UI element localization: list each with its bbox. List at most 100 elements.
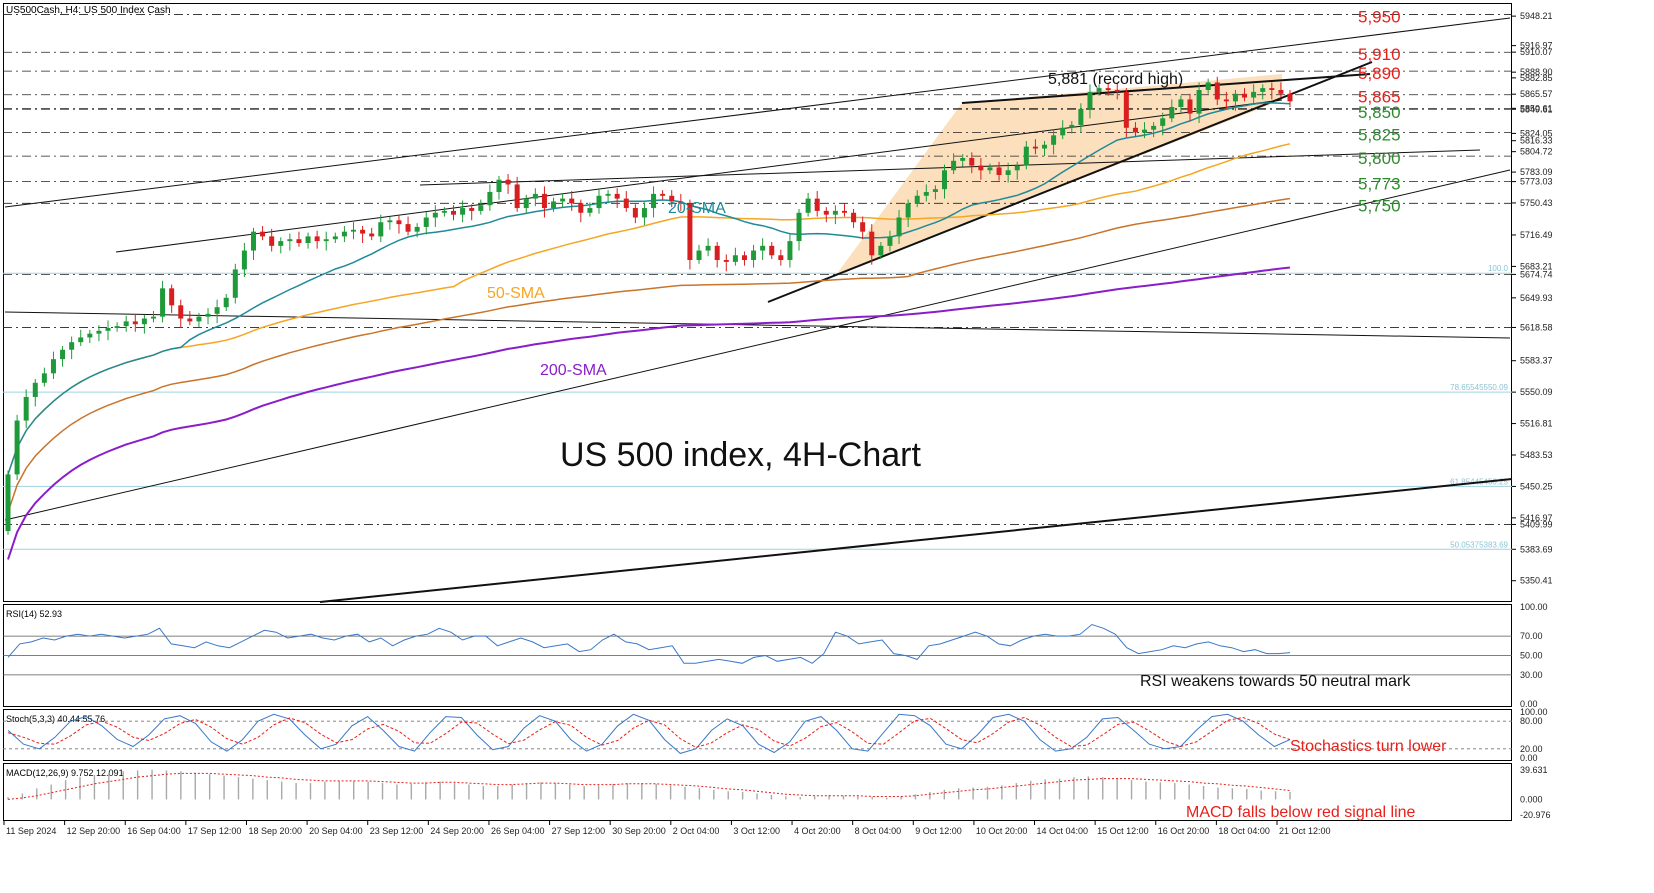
y-tick-label: 5550.09 <box>1520 387 1553 397</box>
candle-body <box>687 203 693 260</box>
long-term-support-line <box>319 478 1513 603</box>
candle-body <box>705 245 711 251</box>
candle-body <box>396 220 402 225</box>
y-tick-label: 5910.07 <box>1520 47 1553 57</box>
candle-body <box>914 195 920 204</box>
x-tick-label: 8 Oct 04:00 <box>855 826 902 836</box>
candle <box>941 164 947 199</box>
candle-body <box>514 184 520 209</box>
candle-body <box>769 245 775 256</box>
candle <box>887 230 893 252</box>
candle-body <box>887 236 893 246</box>
x-tick-label: 16 Sep 04:00 <box>127 826 181 836</box>
symbol-label: US500Cash, H4: US 500 Index Cash <box>6 5 171 16</box>
candle-body <box>1251 91 1257 98</box>
candle <box>1169 99 1175 123</box>
rsi-panel: RSI(14) 52.93 100.00 70.00 50.00 30.00 0.00 RS… <box>3 602 1548 709</box>
level-label-5,800: 5,800 <box>1358 149 1401 168</box>
candle-body <box>1042 144 1048 149</box>
candle <box>1078 103 1084 133</box>
candle <box>760 238 766 260</box>
y-tick-label: 5888.90 <box>1520 67 1553 77</box>
candle-body <box>878 245 884 256</box>
candle-body <box>641 208 647 218</box>
x-tick-label: 24 Sep 20:00 <box>430 826 484 836</box>
candle <box>514 176 520 212</box>
candle-body <box>132 321 138 325</box>
macd-title: MACD(12,26,9) 9.752 12.091 <box>6 768 124 778</box>
candle <box>860 216 866 240</box>
candle <box>205 308 211 325</box>
candle-body <box>187 318 193 322</box>
candle <box>1069 121 1075 134</box>
level-label-5,825: 5,825 <box>1358 126 1401 145</box>
candle <box>641 202 647 226</box>
y-tick-label: 5773.03 <box>1520 177 1553 187</box>
candle <box>1005 162 1011 183</box>
candle <box>714 242 720 268</box>
y-tick-label: 5850.61 <box>1520 103 1553 113</box>
y-tick-label: 5649.93 <box>1520 293 1553 303</box>
candle-body <box>260 231 266 237</box>
candle-body <box>1242 93 1248 98</box>
candle <box>569 191 575 211</box>
candle <box>78 329 84 346</box>
level-label-5,850: 5,850 <box>1358 103 1401 122</box>
candle-body <box>1105 88 1111 90</box>
candle <box>14 414 20 481</box>
candle <box>687 199 693 270</box>
candle <box>951 153 957 175</box>
wedge-resistance-line <box>961 73 1371 104</box>
candle <box>651 186 657 218</box>
candle <box>932 185 938 200</box>
candle <box>560 192 566 208</box>
candle-body <box>1278 90 1284 94</box>
candle-body <box>860 222 866 232</box>
candle-body <box>305 236 311 243</box>
candle <box>623 191 629 212</box>
candle-body <box>378 222 384 237</box>
candle <box>605 190 611 204</box>
x-axis: 11 Sep 2024 12 Sep 20:00 16 Sep 04:00 17 Se… <box>3 821 1331 836</box>
sma100-line <box>7 197 1291 513</box>
candle <box>541 186 547 218</box>
candle <box>1214 76 1220 106</box>
candle-body <box>314 236 320 242</box>
macd-tick-label: 39.631 <box>1520 765 1548 775</box>
candle-body <box>178 305 184 319</box>
candle-body <box>423 217 429 227</box>
candle <box>187 311 193 326</box>
macd-tick-label: -20.976 <box>1520 810 1551 820</box>
candle <box>814 191 820 217</box>
candle <box>423 211 429 235</box>
candle <box>387 216 393 230</box>
candle <box>41 367 47 387</box>
candle-body <box>196 316 202 322</box>
level-label-5,950: 5,950 <box>1358 7 1401 26</box>
x-tick-label: 2 Oct 04:00 <box>673 826 720 836</box>
candle-body <box>1287 93 1293 102</box>
descending-line <box>4 311 1511 339</box>
candle <box>1278 82 1284 98</box>
candle-body <box>1142 129 1148 133</box>
candle-body <box>1023 146 1029 166</box>
stoch-tick-label: 20.00 <box>1520 744 1543 754</box>
candle-body <box>223 297 229 308</box>
y-tick-label: 5583.37 <box>1520 356 1553 366</box>
candle-body <box>1196 90 1202 114</box>
candle-body <box>1014 165 1020 171</box>
candle <box>5 470 11 535</box>
candle-body <box>941 170 947 190</box>
candle <box>1132 122 1138 137</box>
candle-body <box>460 208 466 215</box>
stoch-tick-label: 100.00 <box>1520 707 1548 717</box>
candle <box>1242 88 1248 102</box>
y-tick-label: 5916.97 <box>1520 41 1553 51</box>
candle-body <box>751 250 757 260</box>
stoch-note: Stochastics turn lower <box>1290 738 1447 755</box>
candle-body <box>1232 93 1238 102</box>
candle <box>96 325 102 342</box>
candle <box>223 294 229 311</box>
